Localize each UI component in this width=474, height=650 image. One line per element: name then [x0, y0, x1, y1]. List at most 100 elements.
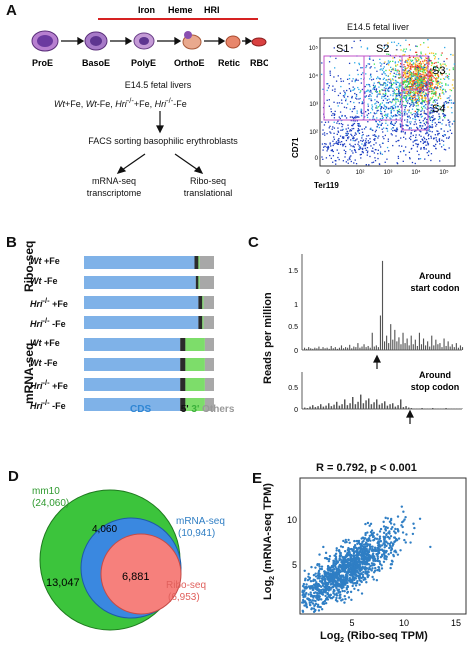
scatter-point — [331, 572, 334, 575]
start-codon-bar — [381, 260, 384, 350]
flow-event-dot — [433, 87, 435, 89]
flow-event-dot — [400, 76, 402, 78]
flow-event-dot — [426, 67, 428, 69]
scatter-point — [361, 553, 364, 556]
scatter-point — [390, 527, 393, 531]
flow-event-dot — [421, 79, 423, 82]
flow-event-dot — [420, 110, 422, 113]
flow-event-dot — [396, 64, 399, 66]
flow-event-dot — [426, 94, 428, 96]
flow-event-dot — [379, 93, 381, 95]
flow-event-dot — [416, 81, 419, 84]
flow-event-dot — [444, 70, 446, 73]
flow-event-dot — [358, 63, 361, 66]
scatter-point — [358, 569, 362, 572]
scatter-point — [325, 596, 329, 599]
flow-event-dot — [354, 92, 356, 95]
flow-event-dot — [372, 84, 375, 86]
flow-event-dot — [328, 61, 331, 63]
flow-event-dot — [369, 67, 371, 69]
flow-event-dot — [381, 122, 383, 125]
stage-label-rbc: RBC — [250, 58, 268, 68]
flow-event-dot — [407, 65, 410, 67]
flow-event-dot — [387, 115, 389, 117]
stop-codon-bar — [338, 405, 341, 409]
flow-event-dot — [335, 141, 338, 143]
flow-event-dot — [385, 106, 388, 108]
flow-event-dot — [355, 162, 358, 165]
flow-event-dot — [378, 77, 380, 79]
flow-event-dot — [411, 95, 413, 98]
flow-event-dot — [412, 144, 415, 147]
flow-event-dot — [417, 92, 419, 94]
flow-event-dot — [376, 123, 379, 125]
scatter-point — [333, 560, 336, 563]
flow-event-dot — [379, 153, 382, 155]
flow-event-dot — [444, 134, 447, 136]
flow-event-dot — [410, 135, 412, 138]
flow-event-dot — [400, 92, 402, 94]
flow-event-dot — [398, 114, 400, 116]
flow-event-dot — [374, 157, 376, 159]
scatter-point — [316, 577, 319, 580]
flow-event-dot — [431, 104, 433, 106]
flow-event-dot — [410, 88, 412, 90]
flow-event-dot — [432, 145, 435, 147]
flow-event-dot — [373, 82, 375, 84]
flow-event-dot — [333, 101, 335, 103]
flow-y-label: CD71 — [291, 137, 300, 158]
scatter-point — [352, 557, 355, 561]
flow-event-dot — [409, 94, 411, 96]
flow-event-dot — [387, 113, 389, 115]
flow-event-dot — [437, 97, 440, 99]
flow-event-dot — [376, 77, 378, 80]
flow-event-dot — [410, 67, 412, 69]
flow-event-dot — [411, 91, 413, 94]
flow-event-dot — [383, 87, 386, 89]
scatter-point — [327, 578, 331, 582]
flow-event-dot — [409, 71, 412, 73]
flow-event-dot — [381, 95, 383, 98]
flow-event-dot — [401, 103, 404, 106]
flow-event-dot — [336, 143, 338, 145]
flow-event-dot — [339, 135, 342, 137]
flow-event-dot — [420, 75, 422, 78]
flow-event-dot — [389, 73, 392, 75]
flow-event-dot — [379, 146, 382, 148]
flow-event-dot — [398, 76, 400, 79]
flow-event-dot — [342, 80, 345, 82]
flow-event-dot — [353, 87, 356, 90]
flow-event-dot — [435, 110, 437, 112]
flow-event-dot — [431, 63, 434, 65]
flow-event-dot — [323, 132, 326, 134]
flow-event-dot — [397, 86, 399, 88]
scatter-point — [308, 601, 311, 605]
scatter-point — [393, 540, 396, 544]
scatter-point — [304, 587, 307, 590]
flow-event-dot — [387, 60, 390, 62]
scatter-point — [384, 516, 387, 520]
e-ytick: 5 — [292, 560, 297, 570]
flow-event-dot — [434, 70, 436, 73]
flow-event-dot — [419, 56, 422, 58]
flow-event-dot — [419, 73, 421, 75]
flow-event-dot — [404, 51, 406, 53]
flow-event-dot — [360, 46, 362, 48]
flow-event-dot — [350, 130, 353, 132]
flow-event-dot — [390, 84, 393, 87]
flow-event-dot — [358, 124, 360, 126]
flow-event-dot — [369, 141, 372, 143]
scatter-point — [302, 600, 305, 603]
flow-event-dot — [420, 122, 422, 124]
flow-event-dot — [441, 74, 443, 76]
flow-event-dot — [410, 68, 412, 70]
flow-event-dot — [440, 87, 442, 89]
flow-event-dot — [413, 92, 415, 95]
proe-cell-icon — [31, 30, 59, 52]
flow-event-dot — [407, 59, 410, 61]
flow-event-dot — [430, 83, 433, 85]
scatter-point — [312, 578, 315, 581]
scatter-point — [393, 536, 397, 539]
flow-event-dot — [423, 101, 426, 103]
scatter-point — [334, 566, 337, 569]
